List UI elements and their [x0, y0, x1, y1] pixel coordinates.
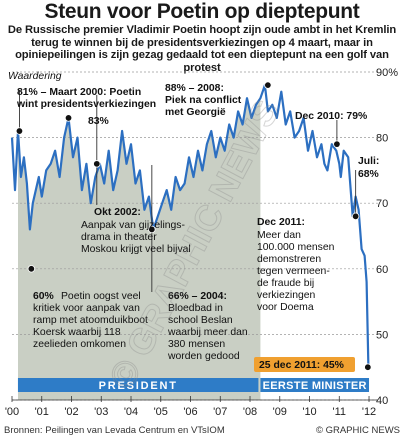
- label-layer: 90% 80 70 60 50 40 Waardering '00 '01 '02 '03 '04 '0…: [5, 67, 398, 418]
- period-band-0: [17, 378, 259, 392]
- annotation-koersk-2: Koersk waarbij 118: [33, 327, 121, 338]
- final-value-callout-box: [254, 357, 355, 372]
- annotation-83: 83%: [88, 116, 109, 127]
- y-axis-title: Waardering: [8, 71, 62, 82]
- annotation-dec2011-title: Dec 2011:: [257, 217, 305, 228]
- x-tick-label-0: '00: [5, 406, 19, 418]
- highlight-marker-layer: [15, 81, 372, 371]
- period-band-1: [260, 378, 370, 392]
- y-tick-label-90: 90%: [376, 67, 398, 79]
- x-tick-label-6: '06: [183, 406, 197, 418]
- x-tick-label-10: '10: [302, 406, 316, 418]
- highlight-point-4: [148, 225, 156, 234]
- highlight-point-1: [64, 114, 73, 122]
- highlight-point-3: [27, 265, 36, 273]
- intro-text: De Russische premier Vladimir Poetin hoo…: [7, 24, 397, 74]
- annotation-dec2010: Dec 2010: 79%: [295, 111, 367, 122]
- annotation-beslan-3: 380 mensen: [168, 339, 225, 350]
- annotation-okt2002-0: Aanpak van gijzelings-: [81, 220, 185, 231]
- highlight-point-7: [351, 212, 360, 221]
- x-tick-label-9: '09: [273, 406, 287, 418]
- source-note: Bronnen: Peilingen van Levada Centrum en…: [4, 425, 225, 436]
- grid-layer: [11, 71, 378, 402]
- final-value-callout-text: 25 dec 2011: 45%: [259, 360, 344, 371]
- annotation-koersk-1: ramp met atoomduikboot: [33, 315, 148, 326]
- highlight-point-8: [364, 363, 372, 371]
- headline: Steun voor Poetin op dieptepunt: [44, 0, 360, 23]
- credit-note: © GRAPHIC NEWS: [315, 425, 400, 436]
- annotation-2000-0: 81% – Maart 2000: Poetin: [17, 87, 141, 98]
- approval-line: [10, 84, 370, 368]
- annotation-georgie-2: met Georgië: [165, 107, 226, 118]
- annotation-dec2011-0: Meer dan: [257, 230, 301, 241]
- y-tick-label-50: 50: [376, 329, 388, 341]
- y-tick-label-80: 80: [376, 133, 388, 145]
- x-tick-label-4: '04: [124, 406, 138, 418]
- x-tick-label-3: '03: [94, 406, 108, 418]
- period-label-1: EERSTE MINISTER: [263, 380, 367, 392]
- y-tick-label-70: 70: [376, 198, 388, 210]
- annotation-dec2011-4: de fraude bij: [257, 278, 314, 289]
- highlight-point-0: [15, 127, 24, 135]
- y-tick-label-60: 60: [376, 264, 388, 276]
- annotation-beslan-4: worden gedood: [167, 351, 240, 362]
- annotation-georgie-1: Piek na conflict: [165, 95, 242, 106]
- annotation-dec2011-3: tegen vermeen-: [257, 266, 330, 277]
- x-tick-label-1: '01: [35, 406, 49, 418]
- highlight-point-6: [333, 140, 341, 148]
- x-tick-label-12: '12: [362, 406, 376, 418]
- annotation-okt2002-1: drama in theater: [81, 232, 157, 243]
- annotation-juli-0: Juli:: [358, 156, 379, 167]
- annotation-koersk-3: zeelieden omkomen: [33, 339, 126, 350]
- annotation-koersk-first-0: Poetin oogst veel: [61, 291, 141, 302]
- annotation-koersk-0: kritiek voor aanpak van: [33, 303, 140, 314]
- highlight-point-2: [93, 160, 101, 168]
- annotation-dec2011-1: 100.000 mensen: [257, 242, 335, 253]
- annotation-beslan-0: Bloedbad in: [168, 303, 223, 314]
- x-tick-label-11: '11: [333, 406, 347, 418]
- annotation-okt2002-title: Okt 2002:: [94, 207, 141, 218]
- annotation-okt2002-2: Moskou krijgt veel bijval: [81, 244, 191, 255]
- x-tick-label-7: '07: [213, 406, 227, 418]
- annotation-beslan-title: 66% – 2004:: [168, 291, 227, 302]
- annotation-beslan-1: school Beslan: [168, 315, 233, 326]
- period-label-0: PRESIDENT: [99, 380, 178, 392]
- annotation-juli-1: 68%: [358, 169, 379, 180]
- annotation-koersk-pct: 60%: [33, 291, 54, 302]
- annotation-2000-1: wint presidentsverkiezingen: [16, 99, 156, 110]
- period-band-layer: PRESIDENT EERSTE MINISTER: [17, 378, 370, 392]
- y-tick-label-40: 40: [376, 395, 388, 407]
- annotation-dec2011-5: verkiezingen: [257, 290, 316, 301]
- x-tick-label-8: '08: [243, 406, 257, 418]
- x-tick-label-2: '02: [64, 406, 78, 418]
- highlight-point-5: [264, 81, 272, 89]
- annotation-beslan-2: waarbij meer dan: [167, 327, 248, 338]
- president-period-fill: [18, 98, 261, 400]
- annotation-dec2011-6: voor Doema: [257, 302, 314, 313]
- approval-line-layer: [10, 84, 370, 368]
- x-tick-label-5: '05: [154, 406, 168, 418]
- annotation-dec2011-2: demonstreren: [257, 254, 321, 265]
- annotation-georgie-0: 88% – 2008:: [165, 83, 224, 94]
- president-period-fill-layer: [18, 98, 261, 400]
